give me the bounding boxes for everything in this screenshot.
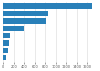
Bar bbox=[3, 48, 8, 53]
Bar bbox=[3, 18, 46, 24]
Bar bbox=[3, 40, 9, 46]
Bar bbox=[3, 11, 48, 16]
Bar bbox=[3, 26, 24, 31]
Bar bbox=[3, 33, 10, 38]
Bar bbox=[3, 3, 92, 9]
Bar bbox=[3, 55, 6, 60]
